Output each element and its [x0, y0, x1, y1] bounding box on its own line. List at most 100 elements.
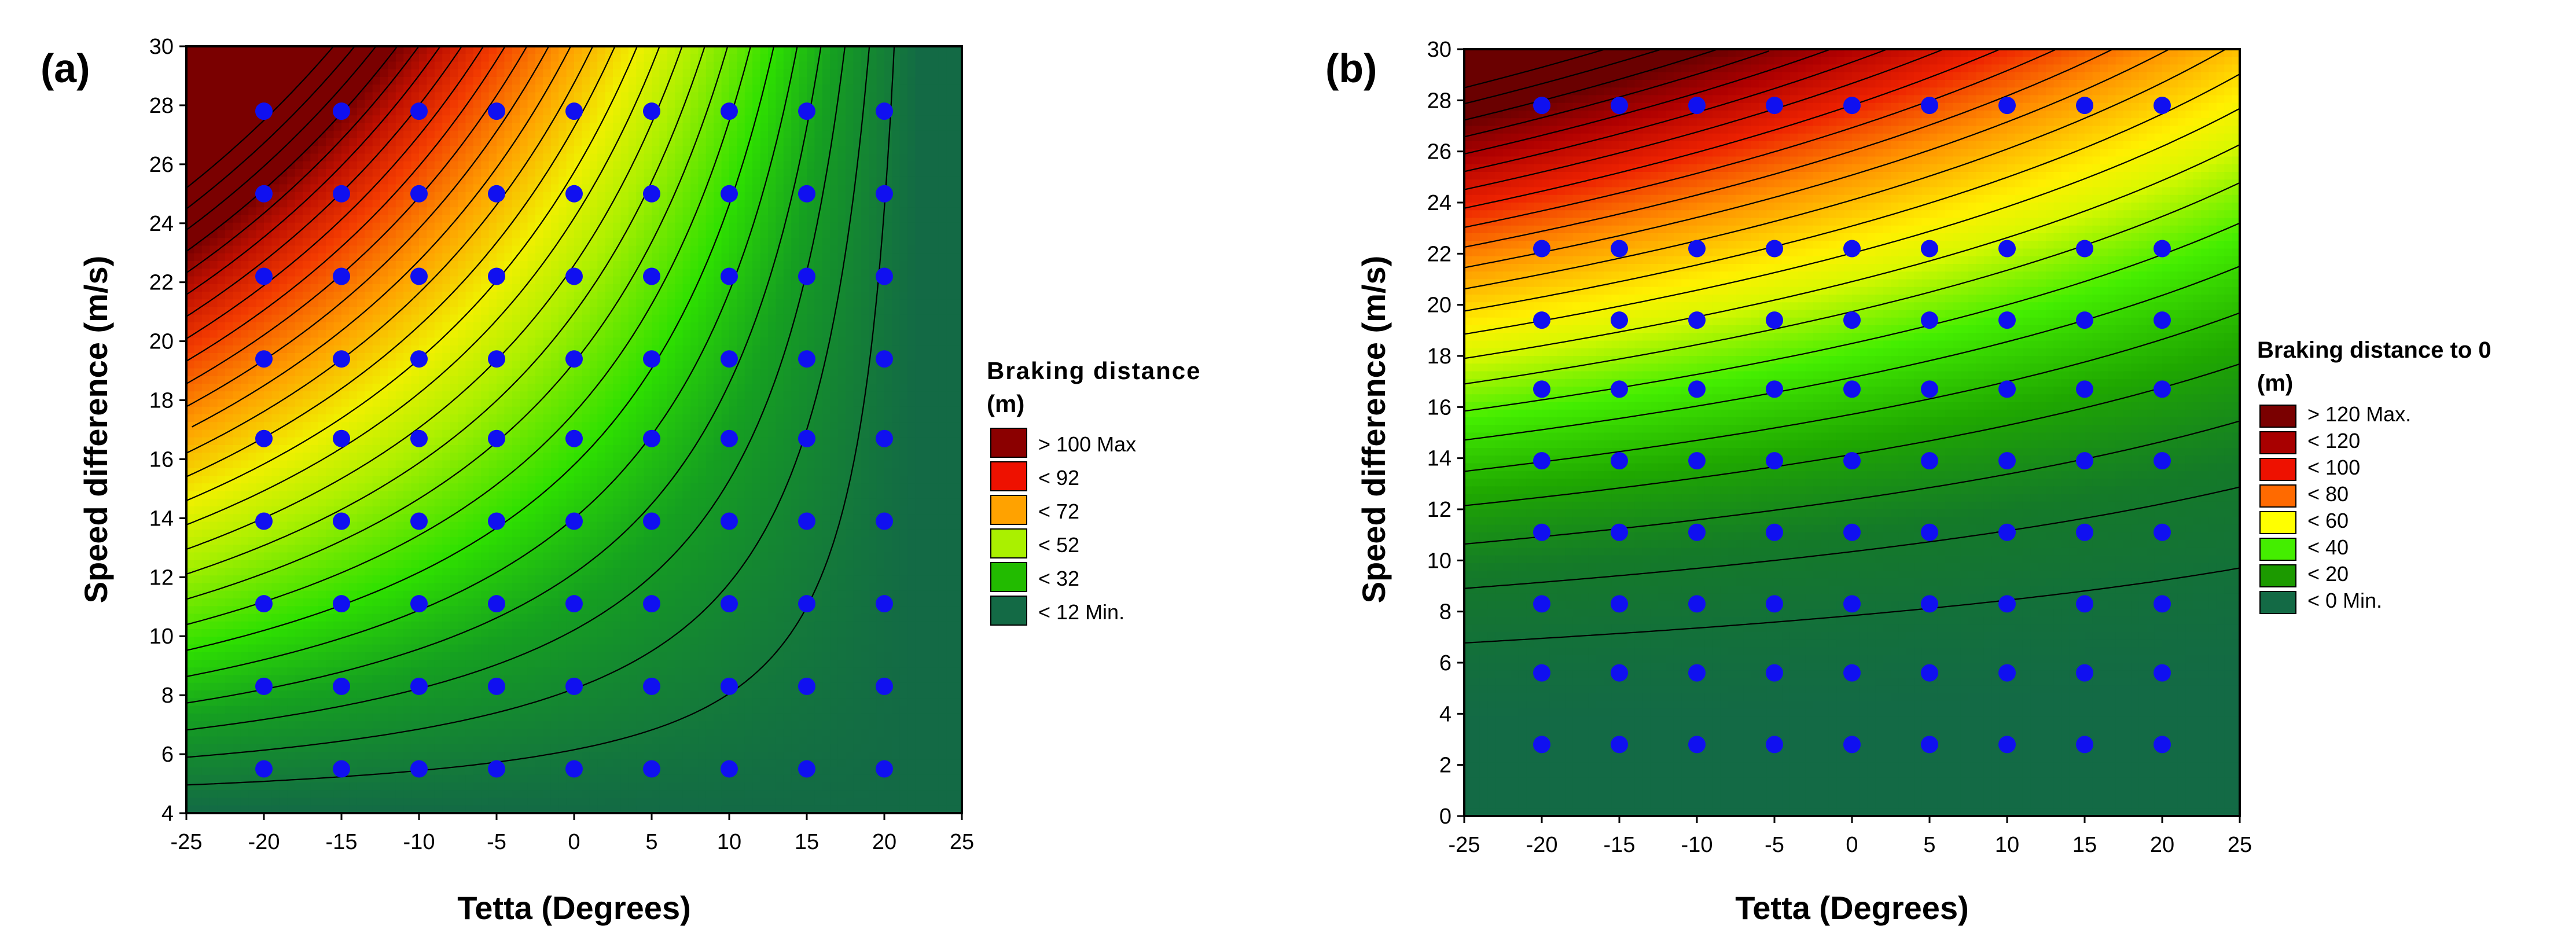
- a-heatmap-cell: [434, 130, 443, 139]
- a-heatmap-cell: [248, 161, 257, 170]
- a-heatmap-cell: [303, 184, 311, 193]
- a-heatmap-cell: [210, 353, 218, 362]
- a-heatmap-cell: [652, 77, 660, 86]
- a-heatmap-cell: [822, 422, 831, 431]
- a-heatmap-cell: [760, 54, 769, 63]
- a-heatmap-cell: [613, 314, 622, 323]
- a-heatmap-cell: [620, 353, 629, 362]
- a-heatmap-cell: [303, 177, 311, 185]
- a-heatmap-cell: [814, 337, 823, 346]
- a-heatmap-cell: [667, 230, 675, 239]
- a-heatmap-cell: [814, 153, 823, 162]
- a-heatmap-cell: [791, 269, 800, 277]
- a-heatmap-cell: [682, 406, 691, 415]
- a-heatmap-cell: [434, 292, 443, 300]
- a-heatmap-cell: [558, 238, 567, 247]
- a-heatmap-cell: [240, 361, 249, 369]
- a-heatmap-cell: [582, 345, 590, 354]
- a-heatmap-cell: [737, 123, 745, 131]
- a-heatmap-cell: [744, 46, 753, 55]
- a-heatmap-cell: [365, 146, 373, 155]
- a-heatmap-cell: [395, 269, 404, 277]
- a-heatmap-cell: [225, 84, 234, 93]
- a-heatmap-cell: [899, 399, 908, 407]
- a-heatmap-cell: [543, 100, 552, 108]
- a-heatmap-cell: [613, 69, 622, 78]
- a-heatmap-cell: [264, 169, 273, 178]
- a-heatmap-cell: [481, 46, 490, 55]
- a-heatmap-cell: [605, 130, 613, 139]
- a-heatmap-cell: [853, 192, 862, 200]
- a-heatmap-cell: [427, 284, 435, 292]
- a-heatmap-cell: [271, 422, 280, 431]
- a-heatmap-cell: [256, 222, 264, 231]
- a-heatmap-cell: [597, 46, 606, 55]
- a-heatmap-cell: [574, 406, 583, 415]
- a-heatmap-cell: [512, 422, 520, 431]
- a-heatmap-cell: [714, 92, 722, 101]
- a-heatmap-cell: [458, 100, 466, 108]
- a-heatmap-cell: [682, 399, 691, 407]
- a-heatmap-cell: [271, 138, 280, 147]
- a-heatmap-cell: [846, 123, 854, 131]
- a-heatmap-cell: [659, 406, 668, 415]
- a-heatmap-cell: [271, 54, 280, 63]
- a-heatmap-cell: [659, 299, 668, 308]
- a-heatmap-cell: [543, 322, 552, 331]
- a-heatmap-cell: [760, 238, 769, 247]
- a-heatmap-cell: [434, 261, 443, 270]
- a-heatmap-cell: [566, 399, 575, 407]
- a-heatmap-cell: [512, 54, 520, 63]
- a-heatmap-cell: [791, 245, 800, 254]
- a-heatmap-cell: [830, 353, 839, 362]
- a-heatmap-cell: [830, 169, 839, 178]
- a-heatmap-cell: [884, 222, 893, 231]
- a-heatmap-cell: [830, 399, 839, 407]
- a-heatmap-cell: [497, 314, 505, 323]
- a-heatmap-cell: [535, 422, 544, 431]
- a-heatmap-cell: [923, 184, 932, 193]
- a-heatmap-cell: [403, 161, 412, 170]
- a-heatmap-cell: [279, 153, 288, 162]
- a-heatmap-cell: [248, 276, 257, 285]
- a-heatmap-cell: [768, 284, 777, 292]
- a-heatmap-cell: [240, 115, 249, 124]
- a-heatmap-cell: [380, 253, 389, 262]
- a-heatmap-cell: [698, 322, 707, 331]
- a-heatmap-cell: [667, 245, 675, 254]
- a-heatmap-cell: [326, 184, 335, 193]
- a-heatmap-cell: [846, 77, 854, 86]
- a-heatmap-cell: [365, 207, 373, 216]
- a-heatmap-cell: [768, 100, 777, 108]
- a-heatmap-cell: [365, 276, 373, 285]
- a-heatmap-cell: [574, 292, 583, 300]
- a-heatmap-cell: [946, 253, 955, 262]
- a-heatmap-cell: [240, 376, 249, 384]
- a-heatmap-cell: [682, 422, 691, 431]
- a-heatmap-cell: [907, 230, 916, 239]
- a-heatmap-cell: [628, 92, 637, 101]
- a-heatmap-cell: [690, 108, 699, 116]
- a-heatmap-cell: [807, 222, 815, 231]
- a-heatmap-cell: [830, 100, 839, 108]
- a-heatmap-cell: [705, 69, 714, 78]
- a-heatmap-cell: [582, 192, 590, 200]
- a-heatmap-cell: [380, 245, 389, 254]
- a-heatmap-cell: [233, 54, 241, 63]
- a-heatmap-cell: [566, 376, 575, 384]
- a-heatmap-cell: [837, 422, 846, 431]
- a-heatmap-cell: [349, 353, 358, 362]
- a-heatmap-cell: [341, 123, 350, 131]
- a-heatmap-cell: [830, 207, 839, 216]
- a-heatmap-cell: [225, 177, 234, 185]
- a-heatmap-cell: [776, 61, 784, 70]
- a-heatmap-cell: [667, 276, 675, 285]
- a-heatmap-cell: [846, 353, 854, 362]
- a-heatmap-cell: [341, 138, 350, 147]
- a-heatmap-cell: [690, 238, 699, 247]
- a-heatmap-cell: [488, 146, 497, 155]
- a-heatmap-cell: [411, 384, 420, 392]
- a-heatmap-cell: [690, 276, 699, 285]
- a-heatmap-cell: [504, 138, 513, 147]
- a-heatmap-cell: [776, 406, 784, 415]
